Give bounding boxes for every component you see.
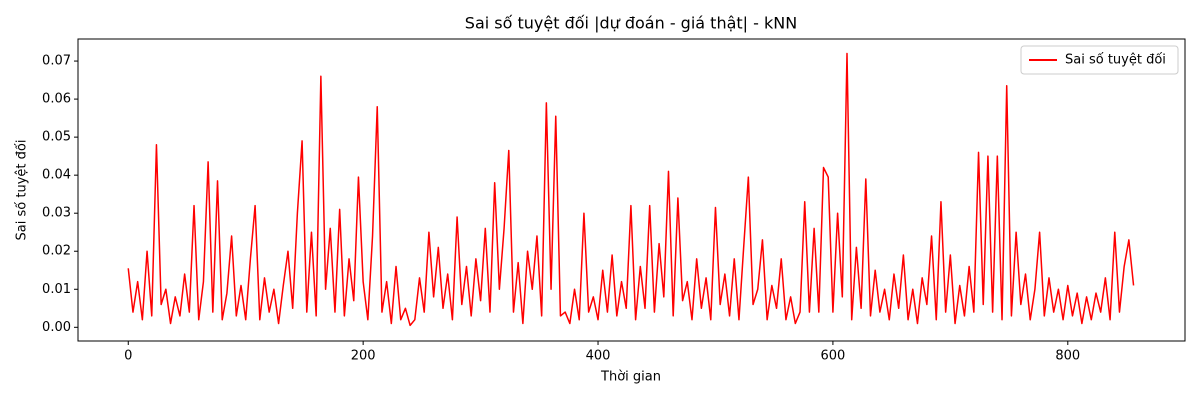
- x-axis-label: Thời gian: [600, 370, 661, 385]
- legend-label: Sai số tuyệt đối: [1065, 53, 1166, 68]
- y-tick-label: 0.02: [42, 244, 71, 259]
- y-tick-label: 0.06: [42, 92, 71, 107]
- y-tick-label: 0.07: [42, 54, 71, 69]
- y-axis-label: Sai số tuyệt đối: [15, 140, 30, 241]
- y-tick-label: 0.05: [42, 130, 71, 145]
- x-tick-label: 600: [820, 349, 845, 364]
- x-tick-label: 200: [351, 349, 376, 364]
- y-tick-label: 0.04: [42, 168, 71, 183]
- data-line: [127, 52, 1135, 327]
- chart-title: Sai số tuyệt đối |dự đoán - giá thật| - …: [465, 14, 797, 33]
- x-tick-label: 400: [586, 349, 611, 364]
- legend-box: [1020, 45, 1179, 75]
- y-tick-label: 0.01: [42, 282, 71, 297]
- plot-frame: [77, 38, 1186, 342]
- x-tick-label: 800: [1055, 349, 1080, 364]
- y-tick-label: 0.00: [42, 320, 71, 335]
- x-tick-label: 0: [124, 349, 132, 364]
- y-tick-label: 0.03: [42, 206, 71, 221]
